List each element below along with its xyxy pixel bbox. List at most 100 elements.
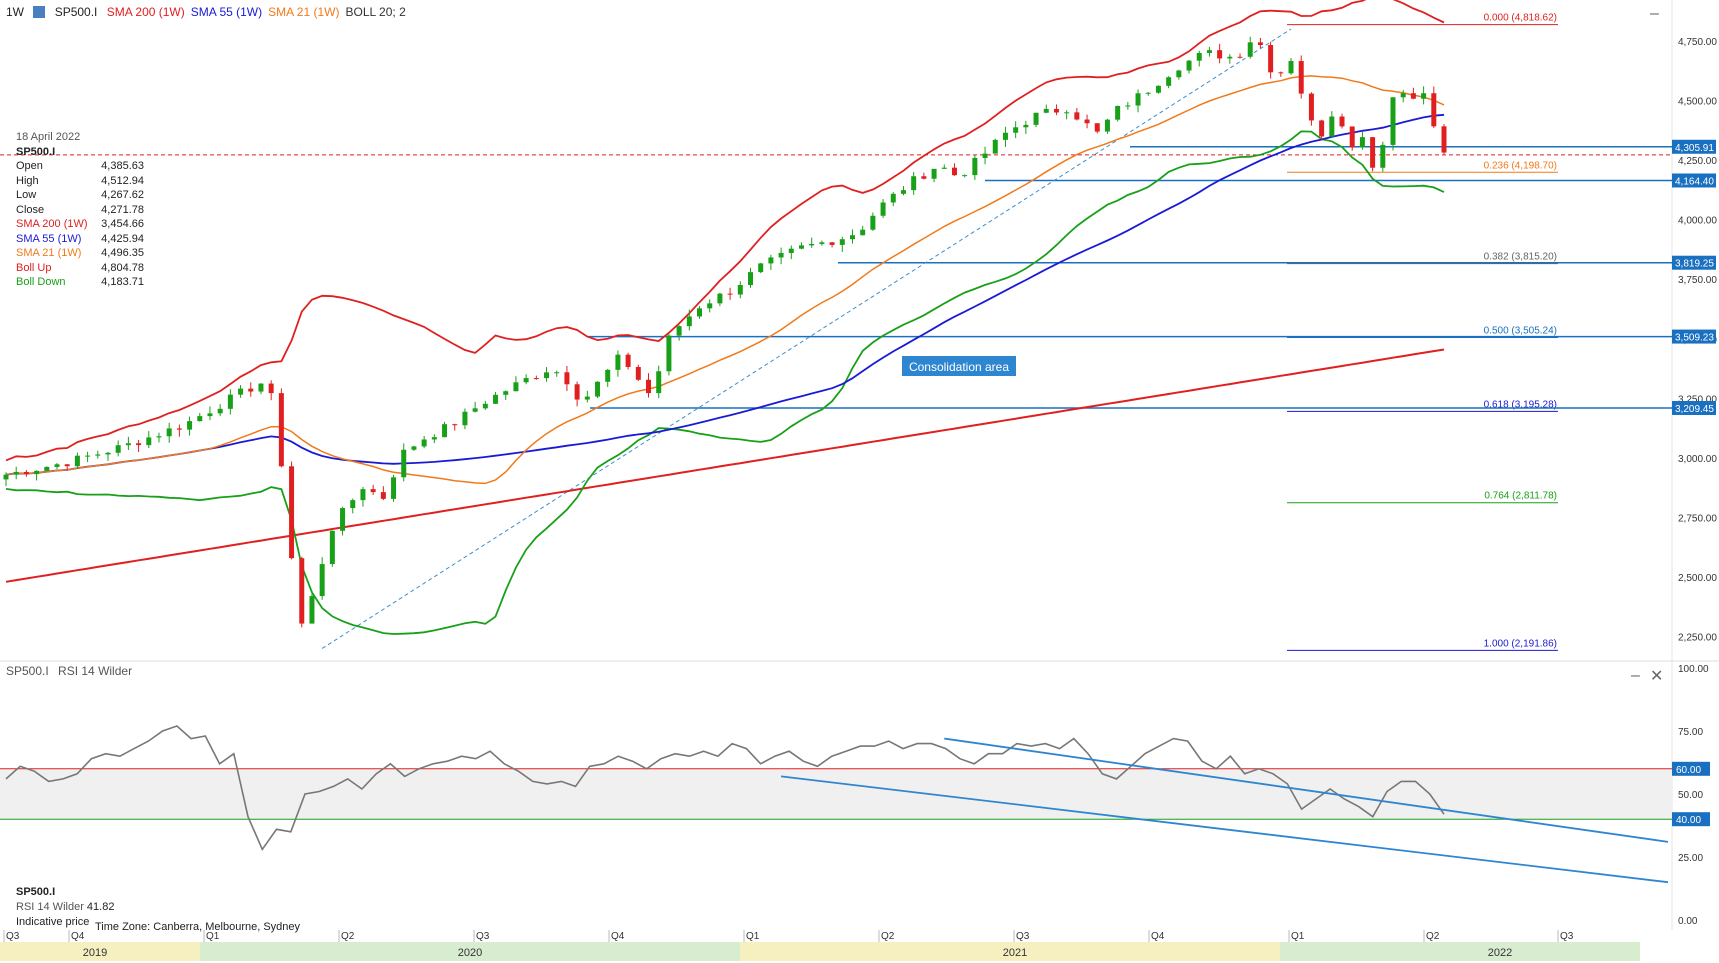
candle-body	[3, 474, 9, 480]
candle-body	[1237, 56, 1243, 58]
rsi-info-symbol: SP500.I	[16, 886, 56, 898]
candle-body	[278, 393, 284, 467]
fib-label: 0.500 (3,505.24)	[1484, 326, 1557, 337]
candle-body	[319, 564, 325, 597]
candle-body	[1390, 97, 1396, 145]
candle-body	[686, 316, 692, 327]
candle-body	[747, 272, 753, 286]
candle-body	[900, 190, 906, 194]
rsi-band-label: 60.00	[1676, 765, 1701, 776]
candle-body	[1278, 72, 1284, 74]
candle-body	[1053, 108, 1059, 113]
candle-body	[1094, 123, 1100, 132]
quarter-label: Q3	[6, 931, 20, 942]
candle-body	[482, 403, 488, 409]
candle-body	[737, 285, 743, 295]
minimize-icon[interactable]: –	[1631, 667, 1640, 684]
candle-body	[401, 449, 407, 478]
instrument-icon	[33, 6, 46, 18]
candle-body	[911, 176, 917, 191]
candle-body	[1257, 42, 1263, 46]
price-badge	[1672, 400, 1716, 415]
info-row-value: 4,804.78	[101, 261, 144, 274]
info-row-label: SMA 200 (1W)	[16, 218, 88, 230]
year-band	[200, 942, 740, 961]
info-row-label: High	[16, 174, 39, 187]
candle-body	[95, 454, 101, 456]
close-icon[interactable]: ✕	[1650, 668, 1664, 685]
indicator-1[interactable]: SMA 55 (1W)	[190, 5, 263, 19]
candle-body	[115, 445, 121, 453]
candle-body	[1329, 116, 1335, 137]
candle-body	[951, 167, 957, 176]
sma21-line	[5, 75, 1445, 485]
price-badge	[1672, 255, 1716, 270]
quarter-label: Q4	[71, 931, 85, 942]
rsi-info: SP500.I RSI 14 Wilder 41.82 Indicative p…	[16, 885, 114, 930]
candle-body	[176, 428, 182, 430]
candle-body	[340, 508, 346, 531]
candle-body	[962, 175, 968, 177]
indicator-2[interactable]: SMA 21 (1W)	[268, 5, 340, 19]
y-tick-label: 3,000.00	[1678, 454, 1717, 465]
rsi-channel-lower	[780, 775, 1669, 884]
candle-body	[635, 366, 641, 380]
fib-label: 0.618 (3,195.28)	[1484, 399, 1557, 410]
candle-body	[227, 394, 233, 409]
info-row-value: 3,454.66	[101, 218, 144, 230]
info-row-label: SMA 21 (1W)	[16, 247, 82, 259]
candle-body	[207, 413, 213, 417]
candle-body	[1227, 56, 1233, 59]
rsi-value: 41.82	[86, 901, 115, 913]
candle-body	[1431, 93, 1437, 127]
candle-body	[676, 326, 682, 336]
rsi-tick-label: 25.00	[1678, 853, 1703, 864]
candle-body	[1023, 124, 1029, 128]
candle-body	[23, 471, 29, 475]
quarter-label: Q3	[476, 931, 490, 942]
info-row: Close 4,271.78	[16, 203, 144, 218]
candle-body	[1064, 112, 1070, 114]
symbol-label[interactable]: SP500.I	[54, 5, 98, 19]
candle-body	[717, 293, 723, 304]
price-badge	[1672, 139, 1716, 154]
indicator-0[interactable]: SMA 200 (1W)	[106, 5, 185, 19]
info-row-value: 4,271.78	[101, 203, 144, 216]
candle-body	[34, 470, 40, 475]
quarter-label: Q4	[611, 931, 625, 942]
rsi-tick-label: 100.00	[1678, 664, 1709, 675]
candle-body	[849, 235, 855, 240]
indicator-3[interactable]: BOLL 20; 2	[345, 5, 406, 19]
price-badge	[1672, 329, 1716, 344]
info-row-value: 4,425.94	[101, 232, 144, 245]
info-row: SMA 55 (1W) 4,425.94	[16, 232, 144, 247]
candle-body	[125, 443, 131, 446]
year-label: 2020	[458, 947, 482, 959]
candle-body	[1176, 70, 1182, 78]
rsi-band	[0, 768, 1672, 820]
candle-body	[85, 455, 91, 457]
interval-label[interactable]: 1W	[6, 5, 24, 19]
trend-line	[321, 28, 1292, 649]
candle-body	[1074, 112, 1080, 120]
year-label: 2022	[1488, 947, 1512, 959]
candle-body	[941, 167, 947, 169]
info-row: High 4,512.94	[16, 174, 144, 189]
rsi-panel-title: SP500.I RSI 14 Wilder	[6, 664, 138, 678]
candle-body	[768, 257, 774, 264]
candle-body	[707, 303, 713, 309]
candle-body	[258, 383, 264, 392]
y-tick-label: 4,250.00	[1678, 156, 1717, 167]
candle-body	[758, 263, 764, 273]
candle-body	[156, 436, 162, 438]
candle-body	[584, 396, 590, 400]
candle-body	[1268, 45, 1274, 73]
candle-body	[309, 596, 315, 624]
collapse-icon[interactable]: –	[1650, 5, 1659, 22]
candle-body	[54, 464, 60, 467]
info-row-label: Low	[16, 189, 37, 201]
candle-body	[1033, 112, 1039, 125]
candle-body	[1319, 120, 1325, 137]
rsi-symbol: SP500.I	[6, 664, 49, 678]
